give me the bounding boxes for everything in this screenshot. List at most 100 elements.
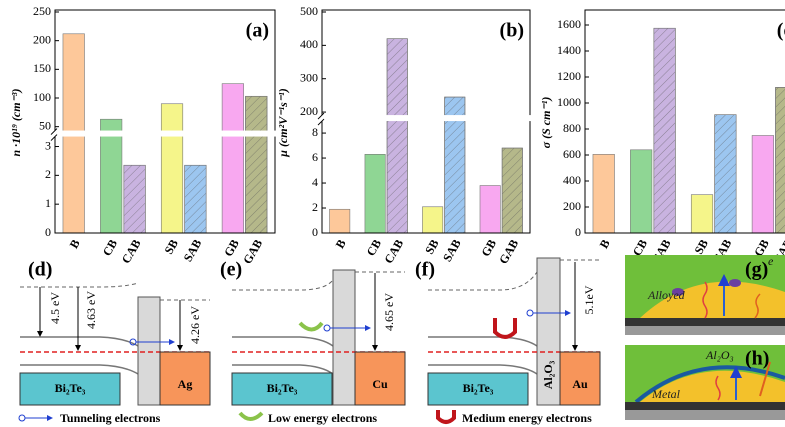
x-tick-label: SB [162, 237, 181, 257]
panel-label: (b) [500, 20, 524, 42]
material-label: Bi₂Te₃ [267, 381, 298, 395]
y-tick-label: 250 [33, 4, 51, 18]
y-tick-label: 800 [563, 121, 581, 135]
y-tick-label: 500 [300, 4, 318, 18]
band [20, 337, 138, 346]
axis-break [49, 131, 281, 137]
material-label: Bi₂Te₃ [463, 381, 494, 395]
panel-label: (a) [246, 20, 269, 42]
electron [324, 325, 330, 331]
y-tick-label: 50 [39, 118, 51, 132]
hatch [387, 39, 407, 233]
y-tick-label: 1200 [557, 69, 581, 83]
panel-h: (h) Al₂O₃ Metal [625, 345, 785, 420]
text: Al₂O₃ [705, 348, 734, 362]
barrier [333, 270, 355, 405]
material-label: Bi₂Te₃ [55, 381, 86, 395]
particle [729, 279, 741, 287]
panel-label: (f) [415, 259, 435, 281]
y-tick-label: 1600 [557, 17, 581, 31]
hatch [246, 96, 268, 233]
panel-label: (d) [28, 259, 52, 281]
hatch [654, 28, 676, 233]
legend-symbol [19, 415, 25, 421]
y-tick-label: 300 [300, 70, 318, 84]
y-tick-label: 0 [45, 225, 51, 239]
y-tick-label: 6 [312, 150, 318, 164]
x-tick-label: B [597, 237, 613, 251]
vacuum-level [20, 283, 138, 287]
bar [161, 104, 183, 233]
x-tick-label: B [67, 237, 83, 251]
x-tick-label: GAB [240, 237, 265, 267]
y-tick-label: 150 [33, 61, 51, 75]
vacuum-level [232, 280, 333, 290]
energy-label: 5.1eV [582, 285, 596, 314]
hatch [502, 148, 522, 233]
legend-label: Medium energy electrons [462, 411, 592, 425]
y-tick-label: 600 [563, 147, 581, 161]
x-tick-label: CB [364, 237, 384, 258]
vacuum-level [428, 272, 537, 290]
legend-symbol [240, 413, 262, 419]
y-tick-label: 1400 [557, 43, 581, 57]
bar [480, 186, 500, 233]
bar [365, 154, 385, 233]
y-tick-label: 0 [575, 225, 581, 239]
y-tick-label: 400 [300, 37, 318, 51]
y-tick-label: 200 [300, 104, 318, 118]
hatch [715, 115, 737, 233]
y-tick-label: 1 [45, 196, 51, 210]
axis-break [316, 115, 536, 121]
y-tick-label: 2 [312, 200, 318, 214]
energy-label: 4.65 eV [382, 293, 396, 331]
panel-d: (d) Bi₂Te₃ Ag 4.5 eV 4.63 eV 4.26 eV [20, 259, 210, 405]
barrier [138, 297, 160, 405]
y-tick-label: 100 [33, 90, 51, 104]
energy-label: 4.5 eV [48, 292, 62, 324]
panel-label: (e) [220, 259, 242, 281]
y-tick-label: 4 [312, 175, 318, 189]
text: Alloyed [647, 288, 686, 302]
metal-label: Au [572, 377, 588, 391]
panel-f: (f) Al₂O₃ Bi₂Te₃ Au 5.1eV [415, 258, 600, 405]
metal-label: Cu [372, 377, 388, 391]
metal-label: Ag [178, 377, 193, 391]
figure: BCBCABSBSABGBGAB012350100150200250n ·10¹… [0, 0, 785, 427]
substrate [625, 410, 785, 420]
x-tick-label: SB [692, 237, 711, 257]
panel-e: (e) Bi₂Te₃ Cu 4.65 eV [220, 259, 405, 405]
y-tick-label: 1000 [557, 95, 581, 109]
legend-label: Tunneling electrons [60, 411, 161, 425]
y-tick-label: 8 [312, 125, 318, 139]
energy-label: 4.63 eV [84, 291, 98, 329]
panel-label: (g) [745, 259, 768, 281]
y-tick-label: 3 [45, 138, 51, 152]
y-axis-label: n ·10¹⁹ (cm⁻³) [9, 88, 23, 156]
bar [330, 209, 350, 233]
x-tick-label: SB [422, 237, 441, 257]
text: Metal [651, 387, 681, 401]
x-tick-label: CAB [119, 237, 144, 266]
bar [630, 150, 652, 233]
base [625, 318, 785, 326]
panel-label: (c) [777, 20, 785, 42]
energy-label: 4.26 eV [188, 306, 202, 344]
y-tick-label: 2 [45, 167, 51, 181]
hatch [185, 165, 207, 233]
x-tick-label: CB [100, 237, 120, 258]
hatch [124, 165, 146, 233]
panel-g: (g) Alloyed e [625, 254, 785, 335]
y-tick-label: 0 [312, 225, 318, 239]
barrier-label: Al₂O₃ [541, 360, 555, 389]
legend: Tunneling electrons Low energy electrons… [19, 410, 592, 425]
y-axis-label: σ (S cm⁻¹) [539, 97, 553, 149]
x-tick-label: GB [478, 237, 499, 259]
y-tick-label: 400 [563, 173, 581, 187]
medium-energy-electron [495, 318, 515, 337]
hatch [776, 87, 785, 233]
x-tick-label: CAB [381, 237, 406, 266]
bar [593, 154, 615, 233]
bar [752, 136, 774, 234]
